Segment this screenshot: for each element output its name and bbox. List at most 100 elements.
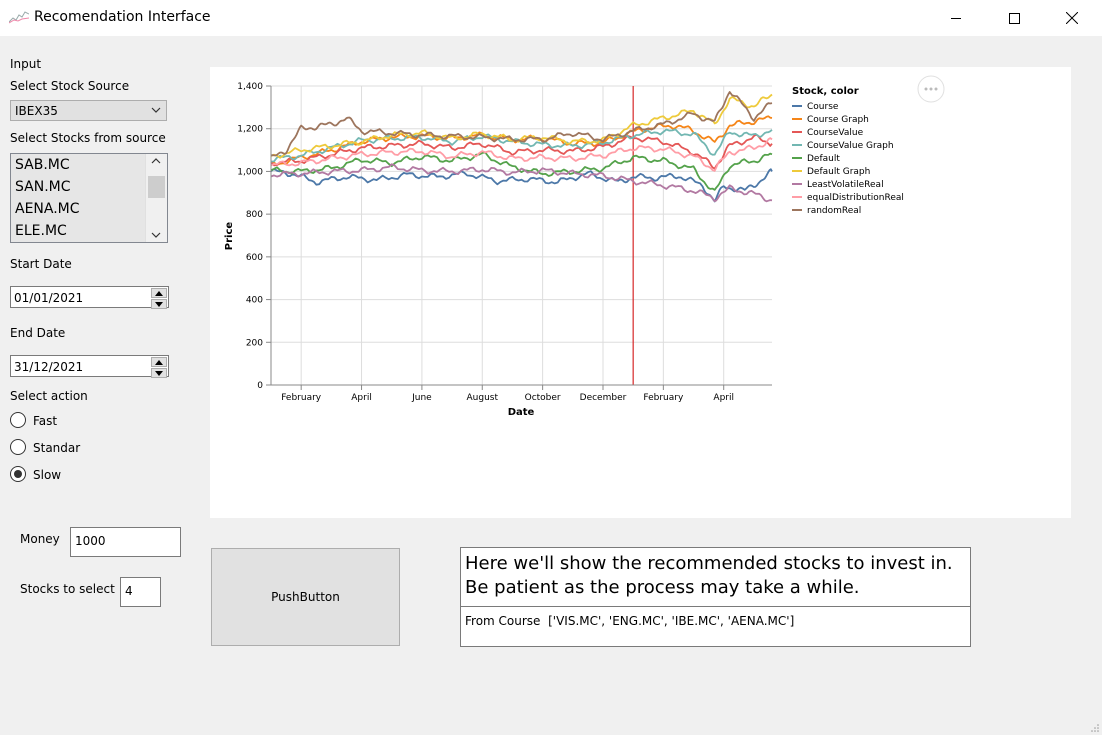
minimize-icon [951, 18, 961, 19]
grip-dot [1097, 727, 1099, 729]
grip-dot [1094, 727, 1096, 729]
close-icon [1066, 12, 1078, 24]
menu-dot [924, 87, 928, 91]
chart-panel: 0 200 400 600 800 1,000 1,200 1,400 February Apri… [210, 67, 1071, 518]
spin-up-icon [155, 290, 163, 296]
x-tick-label: October [525, 393, 561, 403]
series-line [270, 128, 773, 163]
end-date-field[interactable]: 31/12/2021 [10, 355, 169, 378]
x-tick-label: June [411, 393, 432, 403]
legend-label: CourseValue [807, 128, 864, 138]
stocks-count-value: 4 [125, 584, 133, 598]
end-date-value: 31/12/2021 [14, 360, 84, 374]
results-box: Here we'll show the recommended stocks t… [460, 547, 971, 647]
legend-label: Default Graph [807, 167, 870, 177]
input-section-label: Input [10, 57, 42, 71]
series-line [270, 134, 773, 170]
maximize-button[interactable] [991, 0, 1037, 36]
radio-slow-label[interactable]: Slow [33, 468, 62, 482]
title-bar: Recomendation Interface [0, 0, 1102, 36]
legend-title: Stock, color [792, 86, 859, 97]
y-tick-label: 600 [246, 253, 263, 263]
maximize-icon [1008, 12, 1020, 24]
legend-label: CourseValue Graph [807, 141, 894, 151]
x-tick-label: February [643, 393, 684, 403]
stocks-listbox[interactable]: SAB.MC SAN.MC AENA.MC ELE.MC [10, 153, 168, 243]
action-label: Select action [10, 389, 88, 403]
radio-slow[interactable] [10, 466, 26, 482]
stock-source-value: IBEX35 [15, 104, 58, 118]
end-date-spinner[interactable] [151, 357, 167, 378]
push-button-label: PushButton [271, 590, 340, 604]
chart-grid [271, 85, 772, 386]
spin-down-button[interactable] [151, 299, 167, 309]
legend-label: equalDistributionReal [807, 193, 904, 203]
chart-axes: 0 200 400 600 800 1,000 1,200 1,400 February Apri… [237, 82, 772, 403]
money-input[interactable]: 1000 [70, 527, 181, 557]
results-heading: Here we'll show the recommended stocks t… [465, 552, 953, 600]
list-item[interactable]: SAN.MC [15, 179, 71, 195]
radio-standar[interactable] [10, 439, 26, 455]
start-date-field[interactable]: 01/01/2021 [10, 286, 169, 309]
spin-up-button[interactable] [151, 357, 167, 367]
results-value: ['VIS.MC', 'ENG.MC', 'IBE.MC', 'AENA.MC'… [548, 614, 795, 628]
stocks-count-input[interactable]: 4 [120, 577, 161, 607]
chevron-down-icon[interactable] [151, 231, 161, 239]
chart-legend: Course Course Graph CourseValue CourseValue… [792, 102, 904, 216]
minimize-button[interactable] [933, 0, 979, 36]
y-tick-label: 0 [257, 381, 263, 391]
spin-up-button[interactable] [151, 288, 167, 298]
spin-down-button[interactable] [151, 368, 167, 378]
chart-icon [9, 11, 29, 24]
list-item[interactable]: AENA.MC [15, 201, 80, 217]
spin-down-icon [155, 301, 163, 307]
spin-up-icon [155, 359, 163, 365]
start-date-value: 01/01/2021 [14, 291, 84, 305]
push-button[interactable]: PushButton [211, 548, 400, 646]
chevron-down-icon [151, 107, 161, 113]
x-tick-label: April [351, 393, 372, 403]
grip-dot [1094, 730, 1096, 732]
chart-series [270, 91, 773, 203]
y-tick-label: 800 [246, 210, 263, 220]
list-item[interactable]: SAB.MC [15, 157, 70, 173]
list-item[interactable]: ELE.MC [15, 223, 67, 239]
stock-source-select[interactable]: IBEX35 [10, 100, 167, 121]
x-tick-label: December [580, 393, 627, 403]
chevron-up-icon[interactable] [151, 157, 161, 165]
chart-actions-menu[interactable] [917, 75, 945, 103]
radio-fast-label[interactable]: Fast [33, 414, 58, 428]
legend-label: Course Graph [807, 115, 869, 125]
price-chart: 0 200 400 600 800 1,000 1,200 1,400 February Apri… [224, 75, 945, 418]
x-tick-label: August [467, 393, 499, 403]
x-tick-label: April [713, 393, 734, 403]
grip-dot [1097, 724, 1099, 726]
resize-grip-icon[interactable] [1090, 723, 1100, 733]
close-button[interactable] [1049, 0, 1095, 36]
series-line [270, 151, 773, 191]
money-value: 1000 [75, 534, 106, 548]
legend-label: Course [807, 102, 839, 112]
y-tick-label: 1,400 [237, 82, 263, 92]
x-axis-title: Date [508, 407, 535, 418]
legend-label: LeastVolatileReal [807, 180, 884, 190]
results-line: From Course ['VIS.MC', 'ENG.MC', 'IBE.MC… [465, 614, 794, 628]
grip-dot [1091, 730, 1093, 732]
y-tick-label: 400 [246, 296, 263, 306]
grip-dot [1097, 730, 1099, 732]
legend-label: Default [807, 154, 840, 164]
radio-standar-label[interactable]: Standar [33, 441, 81, 455]
list-scrollbar[interactable] [145, 154, 167, 242]
results-heading-line: Here we'll show the recommended stocks t… [465, 553, 953, 574]
scrollbar-thumb[interactable] [148, 176, 165, 198]
stocks-count-label: Stocks to select [20, 582, 115, 596]
y-tick-label: 1,000 [237, 167, 263, 177]
series-line [270, 168, 773, 203]
menu-dot [929, 87, 933, 91]
start-date-spinner[interactable] [151, 288, 167, 309]
series-line [270, 163, 773, 203]
money-label: Money [20, 532, 60, 546]
x-tick-label: February [281, 393, 322, 403]
spin-down-icon [155, 370, 163, 376]
radio-fast[interactable] [10, 412, 26, 428]
